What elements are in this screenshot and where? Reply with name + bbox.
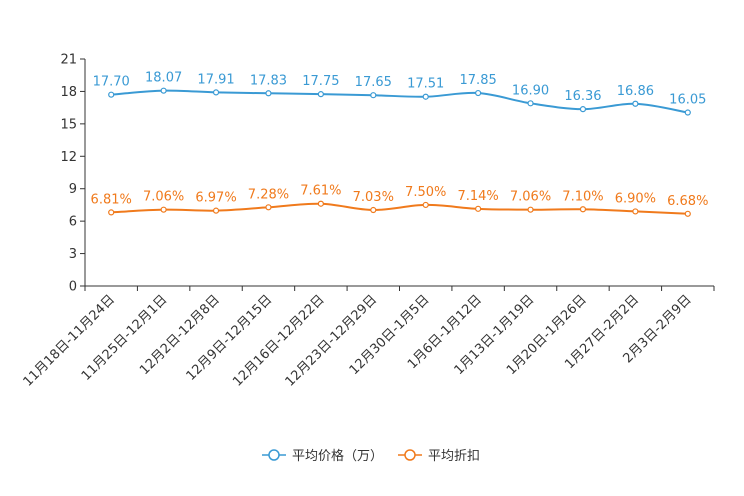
series-line-1 (111, 89, 688, 114)
data-point (317, 200, 324, 207)
data-label: 17.51 (407, 77, 444, 92)
data-point (632, 100, 639, 107)
legend-item-2[interactable]: 平均折扣 (398, 449, 480, 464)
legend[interactable]: 平均价格（万） 平均折扣 (262, 448, 480, 464)
data-label: 6.81% (91, 192, 132, 207)
data-point (475, 205, 482, 212)
y-tick-label: 18 (60, 85, 77, 100)
legend-label: 平均价格（万） (292, 448, 383, 464)
x-tick-label: 12月23日-12月29日 (283, 292, 380, 389)
data-label: 6.97% (195, 191, 236, 206)
data-label: 7.10% (562, 189, 603, 204)
legend-marker (404, 449, 416, 461)
data-label: 17.83 (250, 73, 287, 88)
data-point (422, 93, 429, 100)
data-point (422, 201, 429, 209)
data-point (108, 91, 115, 98)
data-point (579, 106, 587, 113)
data-point (370, 92, 377, 99)
data-point (684, 109, 691, 116)
x-tick-label: 11月18日-11月24日 (21, 292, 118, 389)
y-tick-label: 12 (60, 150, 77, 165)
data-label: 17.75 (302, 74, 339, 89)
series-points (108, 87, 691, 217)
data-point (212, 89, 220, 96)
y-tick-label: 21 (60, 53, 77, 68)
y-tick-label: 9 (69, 182, 77, 197)
y-tick-label: 0 (69, 280, 77, 295)
data-label: 7.61% (300, 184, 341, 199)
data-labels: 17.70 18.07 17.91 17.83 17.75 17.65 17.51 17.85… (91, 71, 709, 209)
data-point (370, 206, 377, 214)
data-label: 16.86 (617, 84, 654, 99)
axes: 03691215182111月18日-11月24日11月25日-12月1日12月… (21, 53, 715, 390)
data-point (317, 91, 324, 98)
data-point (475, 89, 482, 97)
data-point (265, 90, 272, 97)
x-tick-label: 12月16日-12月22日 (230, 292, 327, 389)
data-label: 17.91 (197, 72, 234, 87)
data-label: 7.28% (248, 187, 289, 202)
data-point (160, 206, 167, 213)
data-label: 17.70 (93, 75, 130, 90)
data-label: 18.07 (145, 71, 182, 86)
data-point (684, 210, 691, 217)
data-label: 7.14% (457, 189, 498, 204)
series-line-2 (111, 202, 688, 215)
data-point (108, 209, 115, 216)
data-label: 6.68% (667, 194, 708, 209)
data-point (212, 207, 220, 214)
data-label: 6.90% (615, 191, 656, 206)
data-point (632, 208, 639, 215)
data-label: 7.03% (353, 190, 394, 205)
data-label: 16.90 (512, 83, 549, 98)
data-label: 16.36 (564, 89, 601, 104)
data-label: 17.85 (460, 73, 497, 88)
data-point (527, 206, 534, 213)
legend-label: 平均折扣 (428, 449, 480, 464)
data-label: 7.06% (143, 190, 184, 205)
data-label: 7.50% (405, 185, 446, 200)
data-label: 7.06% (510, 190, 551, 205)
data-label: 17.65 (355, 75, 392, 90)
data-point (160, 87, 167, 94)
data-point (265, 204, 272, 211)
y-tick-label: 15 (60, 117, 77, 132)
y-tick-label: 6 (69, 215, 77, 230)
legend-item-1[interactable]: 平均价格（万） (262, 448, 383, 464)
data-point (527, 100, 534, 107)
y-tick-label: 3 (69, 247, 77, 262)
data-point (579, 206, 587, 213)
series-lines (111, 89, 688, 215)
legend-marker (268, 449, 280, 461)
data-label: 16.05 (669, 93, 706, 108)
